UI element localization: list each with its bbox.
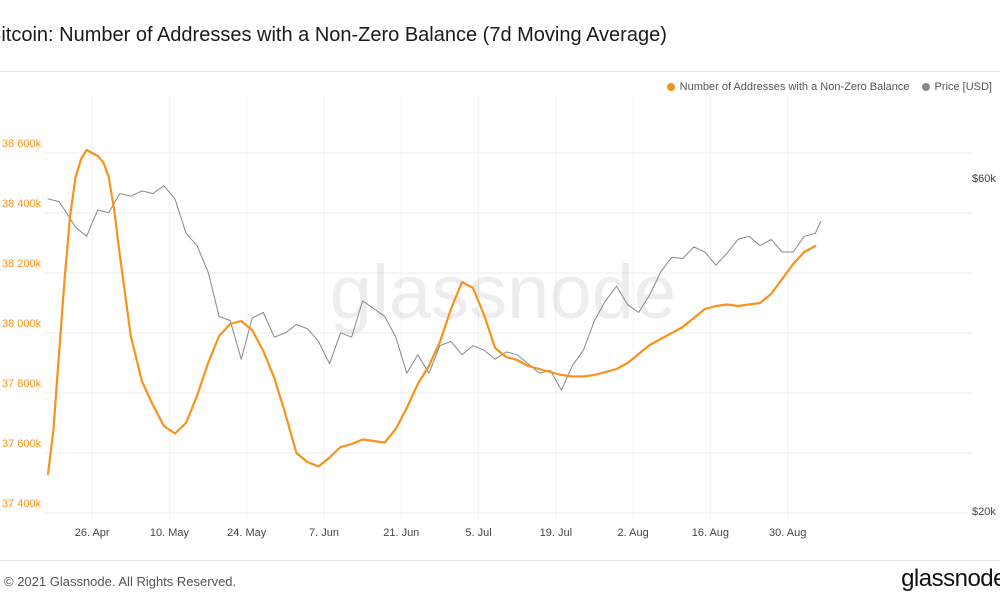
y-left-tick-label: 37 600k xyxy=(2,438,42,450)
x-axis: 26. Apr 10. May 24. May 7. Jun 21. Jun 5. Jul… xyxy=(75,527,807,539)
y-axis-right: $20k $60k xyxy=(972,173,996,518)
legend-price-marker-icon xyxy=(921,83,930,91)
chart-title: Bitcoin: Number of Addresses with a Non-… xyxy=(0,24,667,46)
x-tick-label: 21. Jun xyxy=(383,527,419,539)
y-axis-left: 37 400k 37 600k 37 800k 38 000k 38 200k 38 40… xyxy=(2,138,42,510)
footer: © 2021 Glassnode. All Rights Reserved. g… xyxy=(0,560,1000,600)
glassnode-logo[interactable]: glassnode xyxy=(901,565,1000,592)
y-left-tick-label: 38 600k xyxy=(2,138,42,150)
legend-item-price[interactable]: Price [USD] xyxy=(921,81,992,93)
legend-label-addresses: Number of Addresses with a Non-Zero Bala… xyxy=(679,81,910,93)
x-tick-label: 7. Jun xyxy=(309,527,339,539)
x-tick-label: 2. Aug xyxy=(618,527,649,539)
legend-addresses-marker-icon xyxy=(666,83,675,91)
y-right-tick-label: $20k xyxy=(972,506,996,518)
y-left-tick-label: 38 200k xyxy=(2,258,42,270)
copyright-text: © 2021 Glassnode. All Rights Reserved. xyxy=(4,574,237,589)
gridlines xyxy=(44,96,972,520)
x-tick-label: 10. May xyxy=(150,527,190,539)
series-line-price[interactable] xyxy=(47,185,822,391)
plot-area xyxy=(46,148,822,476)
x-tick-label: 16. Aug xyxy=(692,527,729,539)
x-tick-label: 26. Apr xyxy=(75,527,110,539)
x-tick-label: 5. Jul xyxy=(465,527,491,539)
legend-item-addresses[interactable]: Number of Addresses with a Non-Zero Bala… xyxy=(666,81,910,93)
x-tick-label: 24. May xyxy=(227,527,267,539)
watermark: glassnode xyxy=(330,250,677,335)
x-tick-label: 30. Aug xyxy=(769,527,806,539)
series-line-addresses[interactable] xyxy=(46,148,817,476)
legend-label-price: Price [USD] xyxy=(934,81,992,93)
y-right-tick-label: $60k xyxy=(972,173,996,185)
legend: Number of Addresses with a Non-Zero Bala… xyxy=(666,81,992,93)
y-left-tick-label: 38 000k xyxy=(2,318,42,330)
header-divider xyxy=(0,71,1000,72)
y-left-tick-label: 38 400k xyxy=(2,198,42,210)
y-left-tick-label: 37 800k xyxy=(2,378,42,390)
x-tick-label: 19. Jul xyxy=(540,527,572,539)
y-left-tick-label: 37 400k xyxy=(2,498,42,510)
